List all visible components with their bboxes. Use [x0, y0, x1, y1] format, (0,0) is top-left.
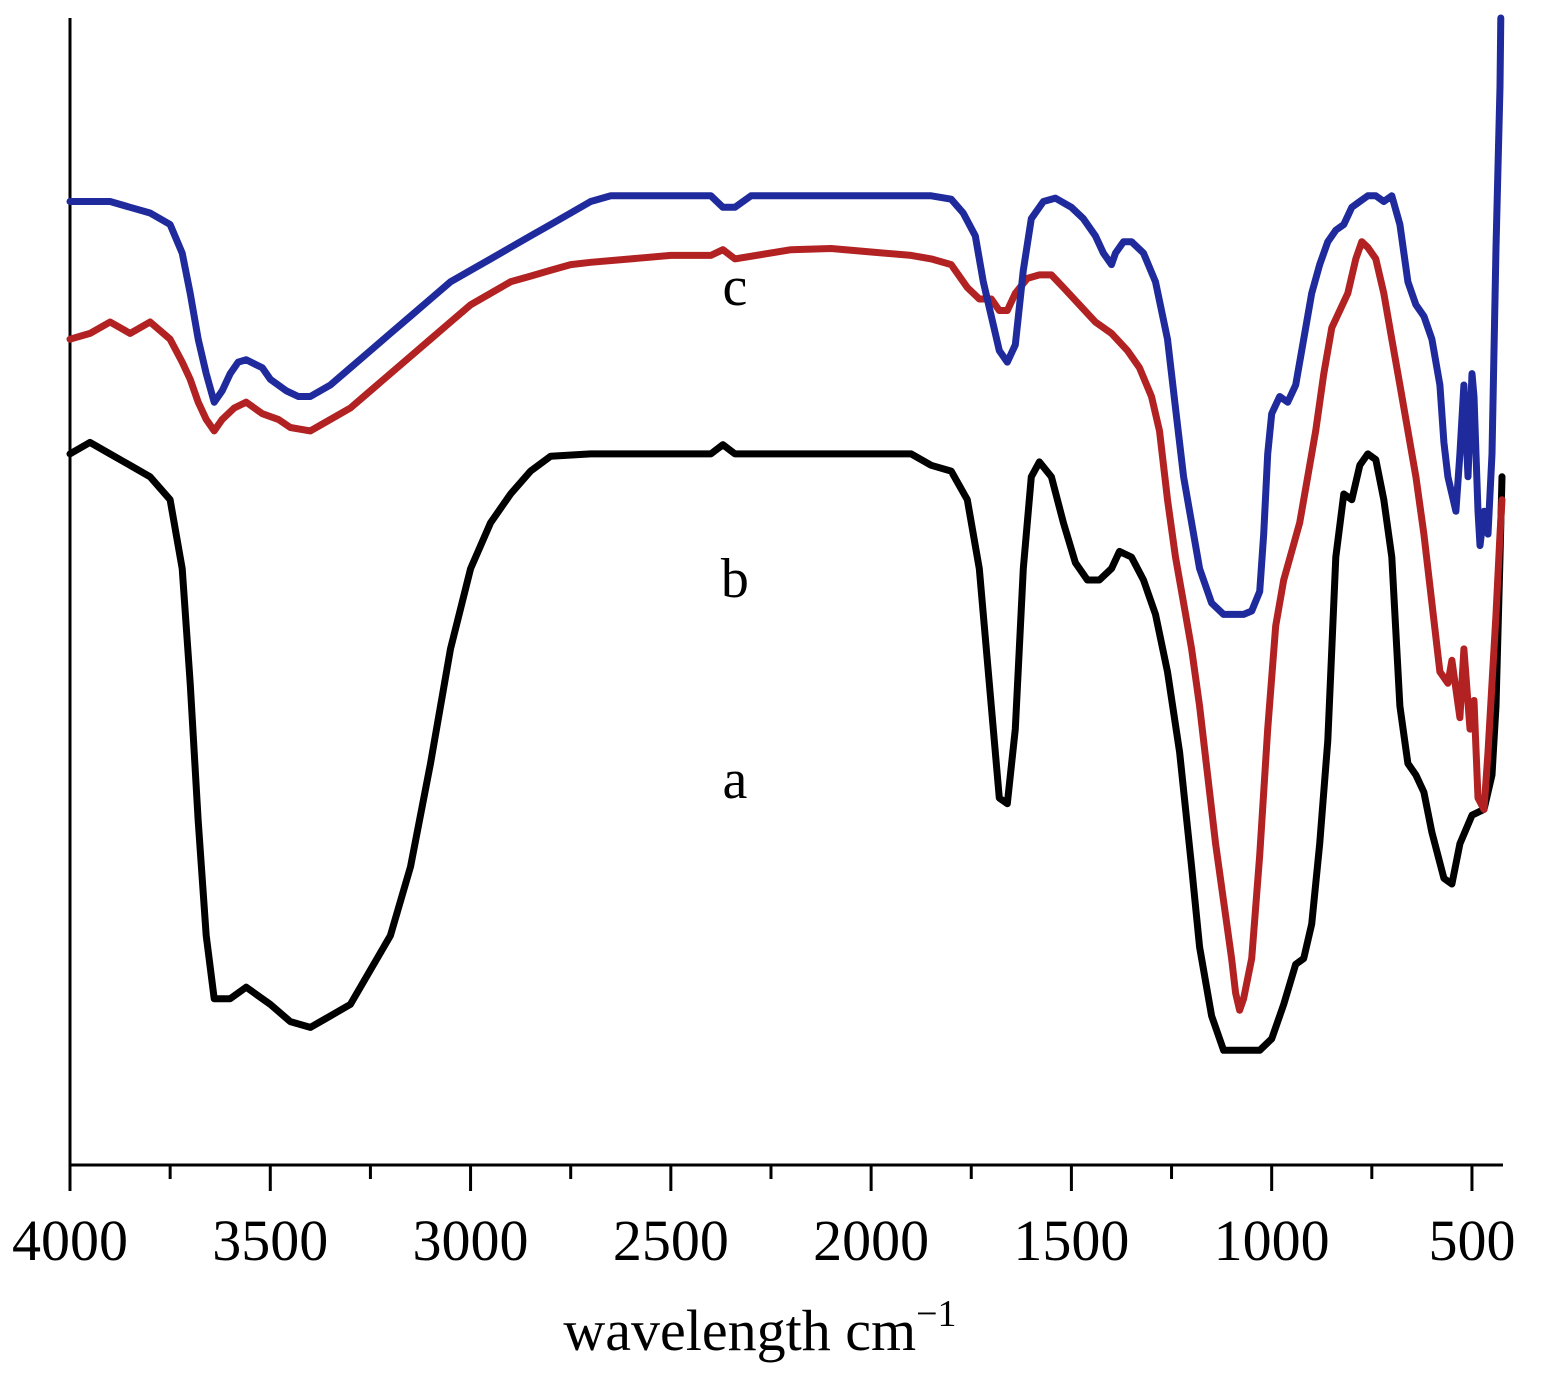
series-label-a: a [723, 749, 748, 811]
x-tick-label: 1500 [1013, 1208, 1129, 1273]
x-tick-label: 4000 [12, 1208, 128, 1273]
series-line-a [66, 438, 1506, 1054]
series-label-b: b [721, 548, 749, 610]
axes-layer: 4000 3500 3000 2500 2000 1500 1000 500 [12, 18, 1515, 1273]
x-tick-label: 2500 [613, 1208, 729, 1273]
series-label-c: c [723, 256, 748, 318]
x-tick-label: 1000 [1214, 1208, 1330, 1273]
x-tick-label: 3000 [413, 1208, 529, 1273]
x-axis-title-superscript: −1 [916, 1293, 956, 1335]
x-axis-title: wavelength cm−1 [563, 1293, 956, 1363]
x-axis-title-text: wavelength cm [563, 1298, 916, 1363]
labels-layer: c b a [721, 256, 749, 811]
series-line-c [66, 14, 1505, 618]
x-tick-label: 500 [1428, 1208, 1515, 1273]
series-layer [66, 14, 1506, 1054]
x-tick-label: 2000 [813, 1208, 929, 1273]
x-tick-label: 3500 [212, 1208, 328, 1273]
series-line-b [66, 238, 1506, 1014]
